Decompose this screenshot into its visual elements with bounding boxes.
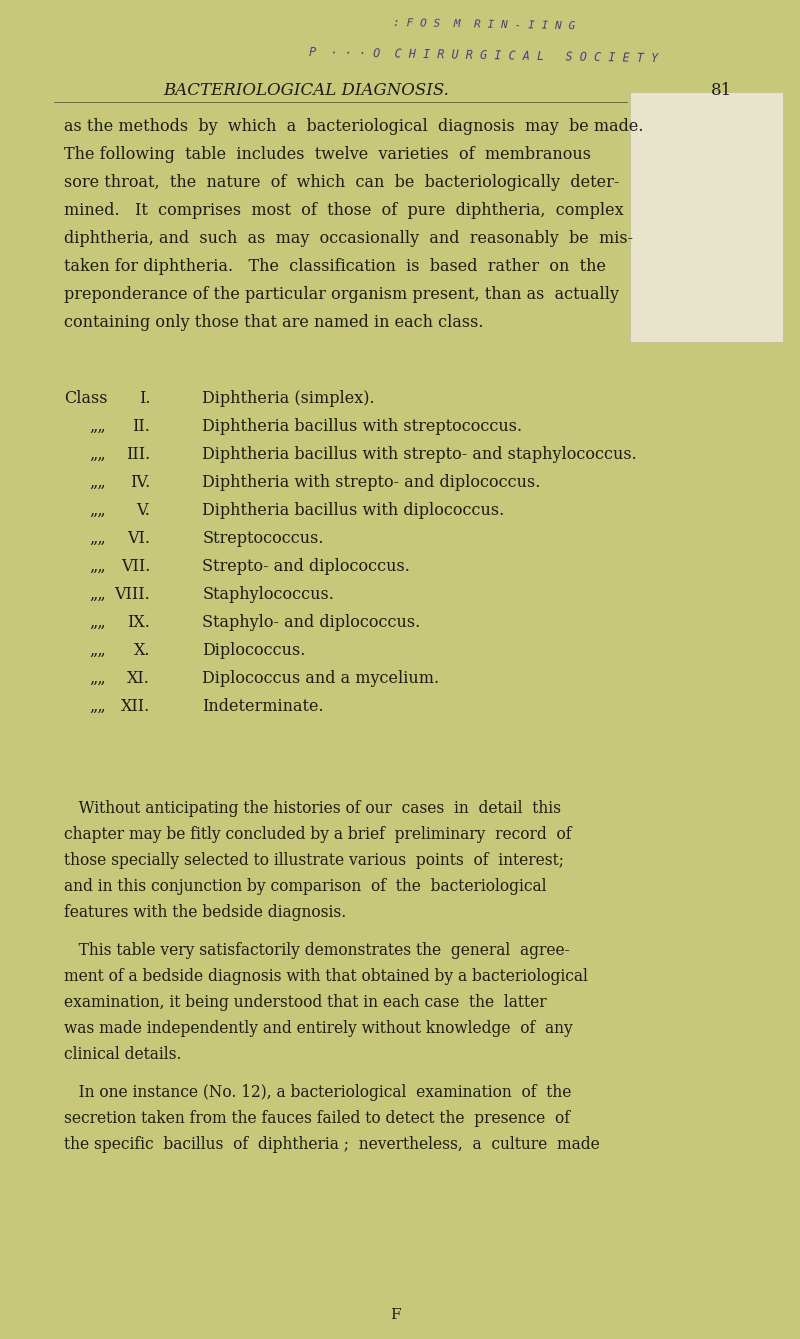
Text: Diphtheria bacillus with streptococcus.: Diphtheria bacillus with streptococcus. — [202, 418, 522, 435]
Text: IV.: IV. — [130, 474, 150, 491]
Text: X.: X. — [134, 641, 150, 659]
Text: VII.: VII. — [121, 558, 150, 574]
Text: features with the bedside diagnosis.: features with the bedside diagnosis. — [64, 904, 346, 921]
Text: Class: Class — [64, 390, 108, 407]
Text: „„: „„ — [89, 586, 106, 603]
Text: and in this conjunction by comparison  of  the  bacteriological: and in this conjunction by comparison of… — [64, 878, 546, 894]
Text: This table very satisfactorily demonstrates the  general  agree-: This table very satisfactorily demonstra… — [64, 943, 570, 959]
Text: Diphtheria bacillus with strepto- and staphylococcus.: Diphtheria bacillus with strepto- and st… — [202, 446, 638, 463]
FancyBboxPatch shape — [630, 92, 783, 341]
Text: VIII.: VIII. — [114, 586, 150, 603]
Text: „„: „„ — [89, 641, 106, 659]
Text: BACTERIOLOGICAL DIAGNOSIS.: BACTERIOLOGICAL DIAGNOSIS. — [163, 82, 449, 99]
Text: „„: „„ — [89, 418, 106, 435]
Text: V.: V. — [136, 502, 150, 520]
Text: sore throat,  the  nature  of  which  can  be  bacteriologically  deter-: sore throat, the nature of which can be … — [64, 174, 619, 191]
Text: Diphtheria with strepto- and diplococcus.: Diphtheria with strepto- and diplococcus… — [202, 474, 541, 491]
Text: „„: „„ — [89, 474, 106, 491]
Text: III.: III. — [126, 446, 150, 463]
Text: Indeterminate.: Indeterminate. — [202, 698, 324, 715]
Text: XI.: XI. — [127, 670, 150, 687]
Text: clinical details.: clinical details. — [64, 1046, 182, 1063]
Text: Strepto- and diplococcus.: Strepto- and diplococcus. — [202, 558, 410, 574]
Text: Diphtheria (simplex).: Diphtheria (simplex). — [202, 390, 375, 407]
Text: the specific  bacillus  of  diphtheria ;  nevertheless,  a  culture  made: the specific bacillus of diphtheria ; ne… — [64, 1135, 600, 1153]
Text: chapter may be fitly concluded by a brief  preliminary  record  of: chapter may be fitly concluded by a brie… — [64, 826, 572, 844]
Text: Without anticipating the histories of our  cases  in  detail  this: Without anticipating the histories of ou… — [64, 799, 561, 817]
Text: „„: „„ — [89, 502, 106, 520]
Text: preponderance of the particular organism present, than as  actually: preponderance of the particular organism… — [64, 287, 619, 303]
Text: secretion taken from the fauces failed to detect the  presence  of: secretion taken from the fauces failed t… — [64, 1110, 570, 1127]
Text: 81: 81 — [711, 82, 732, 99]
Text: „„: „„ — [89, 446, 106, 463]
Text: containing only those that are named in each class.: containing only those that are named in … — [64, 315, 484, 331]
Text: mined.   It  comprises  most  of  those  of  pure  diphtheria,  complex: mined. It comprises most of those of pur… — [64, 202, 624, 220]
Text: „„: „„ — [89, 670, 106, 687]
Text: P  · · · O  C H I R U R G I C A L   S O C I E T Y: P · · · O C H I R U R G I C A L S O C I … — [310, 46, 658, 66]
Text: I.: I. — [138, 390, 150, 407]
Text: Diphtheria bacillus with diplococcus.: Diphtheria bacillus with diplococcus. — [202, 502, 505, 520]
Text: was made independently and entirely without knowledge  of  any: was made independently and entirely with… — [64, 1020, 573, 1036]
Text: examination, it being understood that in each case  the  latter: examination, it being understood that in… — [64, 994, 547, 1011]
Text: those specially selected to illustrate various  points  of  interest;: those specially selected to illustrate v… — [64, 852, 564, 869]
Text: diphtheria, and  such  as  may  occasionally  and  reasonably  be  mis-: diphtheria, and such as may occasionally… — [64, 230, 634, 246]
Text: „„: „„ — [89, 558, 106, 574]
Text: ment of a bedside diagnosis with that obtained by a bacteriological: ment of a bedside diagnosis with that ob… — [64, 968, 588, 986]
Text: Diplococcus.: Diplococcus. — [202, 641, 306, 659]
Text: The following  table  includes  twelve  varieties  of  membranous: The following table includes twelve vari… — [64, 146, 591, 163]
Text: In one instance (No. 12), a bacteriological  examination  of  the: In one instance (No. 12), a bacteriologi… — [64, 1085, 571, 1101]
Text: F: F — [390, 1308, 400, 1322]
Text: II.: II. — [132, 418, 150, 435]
Text: Streptococcus.: Streptococcus. — [202, 530, 324, 548]
Text: : F O S  M  R I N - I I N G: : F O S M R I N - I I N G — [393, 17, 575, 31]
Text: „„: „„ — [89, 615, 106, 631]
Text: Staphylo- and diplococcus.: Staphylo- and diplococcus. — [202, 615, 421, 631]
Text: Diplococcus and a mycelium.: Diplococcus and a mycelium. — [202, 670, 439, 687]
Text: taken for diphtheria.   The  classification  is  based  rather  on  the: taken for diphtheria. The classification… — [64, 258, 606, 274]
Text: VI.: VI. — [127, 530, 150, 548]
Text: „„: „„ — [89, 698, 106, 715]
Text: XII.: XII. — [121, 698, 150, 715]
Text: „„: „„ — [89, 530, 106, 548]
Text: IX.: IX. — [127, 615, 150, 631]
Text: as the methods  by  which  a  bacteriological  diagnosis  may  be made.: as the methods by which a bacteriologica… — [64, 118, 644, 135]
Text: Staphylococcus.: Staphylococcus. — [202, 586, 334, 603]
